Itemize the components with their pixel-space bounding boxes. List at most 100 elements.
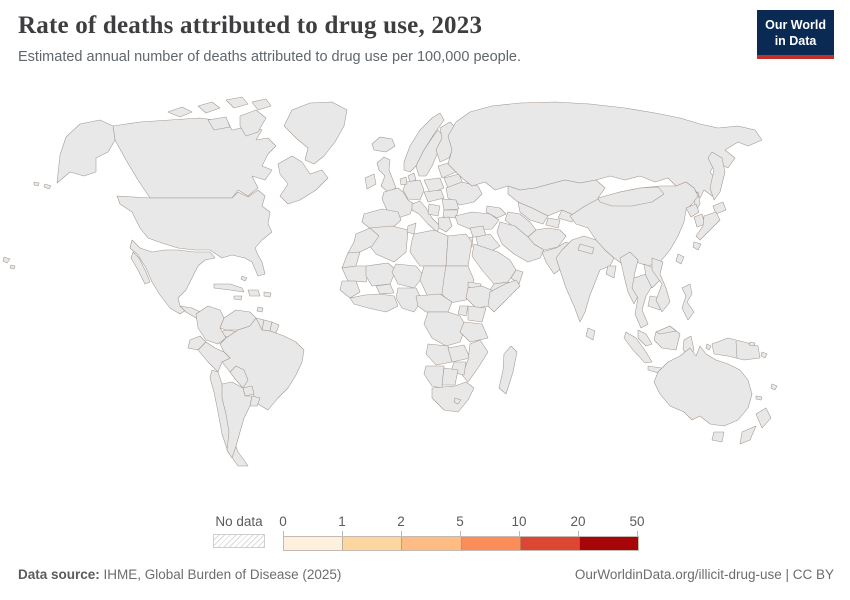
region-hawaii[interactable] [9, 264, 16, 270]
region-poland[interactable] [423, 177, 445, 194]
region-niger[interactable] [391, 263, 425, 289]
region-baja[interactable] [130, 251, 151, 285]
region-romania[interactable] [441, 198, 460, 211]
region-norway[interactable] [403, 112, 445, 173]
region-trinidad[interactable] [256, 306, 264, 313]
region-bolivia[interactable] [229, 365, 249, 389]
region-greece[interactable] [437, 216, 453, 233]
region-nz-south[interactable] [739, 425, 757, 445]
region-sri-lanka[interactable] [585, 327, 596, 341]
region-nepal[interactable] [577, 243, 595, 255]
region-burkina[interactable] [375, 283, 395, 295]
region-oman[interactable] [510, 269, 524, 285]
region-libya[interactable] [409, 229, 449, 267]
region-nz-north[interactable] [755, 407, 772, 429]
region-cuba[interactable] [213, 283, 245, 293]
region-argentina[interactable] [221, 381, 253, 459]
region-egypt[interactable] [445, 233, 473, 267]
region-canada-arctic-island[interactable] [225, 96, 249, 109]
region-south-africa[interactable] [431, 381, 475, 413]
region-peru[interactable] [197, 341, 231, 373]
region-vietnam[interactable] [651, 257, 671, 313]
region-hawaii[interactable] [2, 256, 11, 264]
region-colombia[interactable] [195, 305, 227, 345]
region-canada-arctic-island[interactable] [197, 101, 221, 114]
region-sudan[interactable] [441, 265, 475, 304]
region-north-korea[interactable] [685, 203, 700, 218]
legend-bin-2-5[interactable] [402, 537, 462, 550]
region-italy[interactable] [411, 200, 441, 233]
region-tasmania[interactable] [711, 431, 725, 443]
region-germany[interactable] [402, 179, 425, 201]
region-canada-baffin-island[interactable] [239, 109, 267, 137]
region-denmark[interactable] [407, 172, 417, 183]
region-western-sahara[interactable] [341, 251, 361, 269]
region-iran[interactable] [496, 221, 545, 263]
region-mongolia[interactable] [597, 186, 665, 207]
region-kenya[interactable] [467, 305, 487, 323]
map-countries[interactable] [2, 96, 778, 467]
region-canada-victoria-island[interactable] [207, 116, 231, 131]
legend-bin-20-50[interactable] [579, 537, 639, 550]
region-uruguay[interactable] [249, 395, 261, 407]
region-czechia-hungary[interactable] [423, 189, 445, 203]
region-japan-hokkaido[interactable] [712, 201, 727, 215]
region-new-caledonia[interactable] [755, 395, 763, 401]
region-somalia[interactable] [487, 279, 521, 313]
legend-no-data[interactable]: No data [213, 514, 265, 548]
region-turkey[interactable] [454, 211, 500, 231]
legend-bin-5-10[interactable] [461, 537, 521, 550]
region-mali[interactable] [365, 262, 397, 287]
region-taiwan[interactable] [675, 253, 685, 265]
region-bangladesh[interactable] [605, 265, 617, 279]
region-canada-arctic-island[interactable] [251, 98, 272, 111]
region-bahamas[interactable] [240, 275, 248, 282]
region-balkans[interactable] [427, 203, 441, 217]
region-jamaica[interactable] [233, 295, 243, 301]
region-senegal[interactable] [339, 280, 361, 299]
region-tajikistan[interactable] [545, 217, 561, 229]
region-drc[interactable] [423, 311, 467, 347]
region-uzbekistan[interactable] [517, 201, 549, 225]
region-new-guinea-border[interactable] [735, 340, 738, 359]
region-malaysia[interactable] [637, 329, 653, 347]
region-japan-honshu[interactable] [695, 211, 721, 241]
region-tunisia[interactable] [406, 222, 417, 235]
region-mozambique[interactable] [461, 339, 489, 383]
region-new-guinea[interactable] [711, 337, 761, 361]
legend-bin-10-20[interactable] [520, 537, 580, 550]
region-puerto-rico[interactable] [263, 291, 272, 298]
region-lesotho[interactable] [453, 397, 462, 405]
region-moluccas[interactable] [705, 343, 712, 351]
region-greenland[interactable] [283, 101, 348, 165]
region-pacific-island[interactable] [760, 351, 768, 359]
region-india[interactable] [555, 235, 615, 323]
region-solomon[interactable] [748, 341, 756, 347]
legend-bin-0-1[interactable] [284, 537, 344, 550]
region-usa[interactable] [116, 189, 273, 277]
region-kamchatka[interactable] [707, 151, 726, 201]
region-canada-labrador[interactable] [277, 155, 329, 205]
region-nigeria[interactable] [395, 287, 423, 313]
region-ireland[interactable] [364, 173, 377, 190]
region-japan-kyushu[interactable] [692, 241, 702, 251]
region-angola[interactable] [425, 343, 453, 366]
legend-bin-1-2[interactable] [343, 537, 403, 550]
region-afghanistan[interactable] [527, 227, 567, 251]
region-iceland[interactable] [371, 136, 396, 153]
region-madagascar[interactable] [498, 345, 518, 395]
region-caucasus[interactable] [485, 205, 507, 219]
region-canada-arctic-island[interactable] [167, 106, 193, 118]
region-australia[interactable] [653, 345, 753, 427]
region-spain[interactable] [361, 208, 402, 231]
region-zambia[interactable] [447, 344, 471, 363]
region-tanzania[interactable] [459, 321, 489, 343]
license-link[interactable]: OurWorldinData.org/illicit-drug-use | CC… [574, 567, 834, 582]
region-sumatra[interactable] [623, 331, 653, 364]
region-netherlands[interactable] [399, 176, 408, 186]
region-aleutians[interactable] [43, 183, 52, 190]
region-uganda[interactable] [457, 305, 469, 317]
region-mexico[interactable] [129, 239, 216, 315]
